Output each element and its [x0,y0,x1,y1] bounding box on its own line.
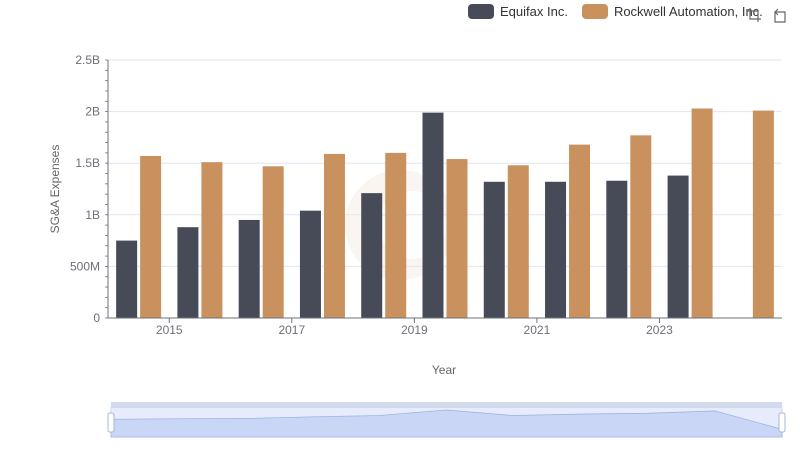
bar-rockwell[interactable] [385,152,407,318]
bar-rockwell[interactable] [446,159,468,318]
bar-equifax[interactable] [299,210,321,318]
bar-equifax[interactable] [545,181,567,318]
y-tick-label: 0 [93,311,100,325]
bar-equifax[interactable] [361,193,383,318]
bar-rockwell[interactable] [752,110,774,319]
x-tick-label: 2023 [646,323,673,337]
legend-swatch-rockwell [581,4,608,19]
bar-rockwell[interactable] [630,135,652,318]
x-tick-label: 2015 [156,323,183,337]
legend-item-equifax[interactable]: Equifax Inc. [468,4,568,19]
datazoom-top-bar [111,402,782,408]
bar-rockwell[interactable] [691,108,713,318]
bars [116,108,774,319]
legend-swatch-equifax [468,4,494,19]
y-axis-title: SG&A Expenses [48,145,62,234]
legend-item-rockwell[interactable]: Rockwell Automation, Inc. [581,4,763,19]
legend-label-equifax: Equifax Inc. [500,4,568,19]
x-tick-label: 2017 [278,323,305,337]
bar-equifax[interactable] [606,180,628,318]
datazoom-data-shadow [110,409,783,438]
bar-rockwell[interactable] [262,166,284,318]
bar-equifax[interactable] [238,219,260,318]
bar-rockwell[interactable] [140,155,162,318]
x-tick-label: 2019 [401,323,428,337]
datazoom-handle-left[interactable] [107,412,115,433]
chart-legend: Equifax Inc. Rockwell Automation, Inc. [468,4,771,19]
chart-toolbox [746,7,788,23]
bar-rockwell[interactable] [507,165,529,318]
axes: 0 500M 1B 1.5B 2B 2.5B 2015 2017 2019 2021 2023 [70,53,782,337]
x-axis-title: Year [432,363,456,377]
bar-rockwell[interactable] [201,162,223,318]
bar-rockwell[interactable] [569,144,591,318]
y-tick-label: 1.5B [75,156,100,170]
bar-equifax[interactable] [422,112,444,319]
datazoom-slider[interactable] [107,402,786,438]
bar-equifax[interactable] [177,227,199,318]
y-tick-label: 2B [85,105,100,119]
x-tick-label: 2021 [524,323,551,337]
bar-equifax[interactable] [483,181,505,318]
y-tick-label: 2.5B [75,53,100,67]
bar-equifax[interactable] [667,175,689,318]
bar-equifax[interactable] [116,240,138,318]
restore-icon[interactable] [772,7,788,23]
y-tick-label: 500M [70,259,100,273]
zoom-icon[interactable] [746,7,762,23]
y-tick-label: 1B [85,208,100,222]
bar-rockwell[interactable] [323,153,345,318]
datazoom-handle-right[interactable] [778,412,786,433]
legend-label-rockwell: Rockwell Automation, Inc. [613,4,763,19]
